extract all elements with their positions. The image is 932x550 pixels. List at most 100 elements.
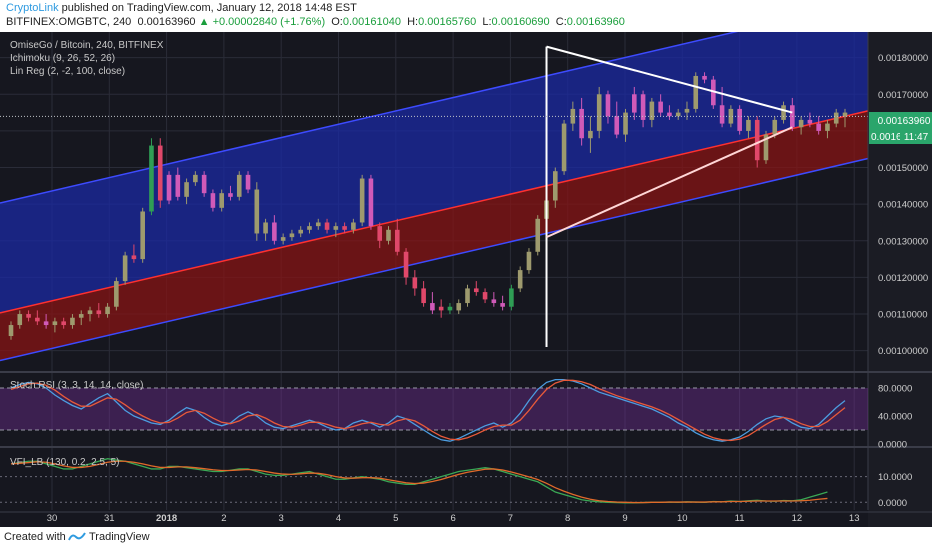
candle-body	[236, 174, 242, 197]
candle-body	[473, 288, 479, 293]
candle-body	[675, 112, 681, 117]
mid-channel-line	[0, 110, 869, 314]
candle-body	[807, 119, 813, 124]
stoch-band	[0, 388, 868, 430]
drawings	[0, 45, 868, 348]
candle-body	[359, 178, 365, 223]
candle-body	[816, 123, 821, 131]
last-price: 0.00163960	[137, 16, 196, 28]
ohlc-h-label: H:	[407, 16, 419, 28]
author-name[interactable]: CryptoLink	[6, 2, 59, 14]
candle-body	[535, 218, 541, 252]
candle-body	[465, 288, 470, 304]
candle-body	[17, 314, 23, 326]
x-tick-label: 31	[104, 513, 115, 524]
y-tick-label: 0.00150000	[878, 163, 928, 174]
lower-trendline	[546, 126, 793, 239]
x-tick-label: 11	[735, 513, 745, 524]
x-tick-label: 12	[792, 513, 803, 524]
candle-body	[315, 222, 321, 227]
ohlc-o-value: 0.00161040	[342, 16, 401, 28]
x-tick-label: 8	[565, 513, 570, 524]
upper-channel-line	[0, 32, 739, 204]
candle-body	[702, 75, 707, 80]
candle-body	[491, 299, 497, 304]
legend-linreg[interactable]: Lin Reg (2, -2, 100, close)	[10, 66, 125, 77]
candle-body	[711, 79, 716, 106]
vfi-y-tick: 0.0000	[878, 498, 907, 509]
x-tick-label: 2018	[156, 513, 177, 524]
candle-body	[798, 119, 804, 128]
candle-body	[403, 251, 409, 278]
indicators: 0.0000 40.0000 80.0000 0.0000 10.0000	[0, 378, 912, 509]
y-tick-label: 0.00120000	[878, 273, 928, 284]
x-tick-label: 2	[221, 513, 226, 524]
candle-body	[43, 321, 49, 326]
upper-trendline	[546, 45, 793, 114]
x-tick-label: 13	[849, 513, 860, 524]
candle-body	[500, 303, 505, 307]
tradingview-logo-icon[interactable]	[68, 531, 86, 545]
candle-body	[579, 108, 584, 139]
candle-body	[509, 288, 514, 307]
candle-body	[561, 123, 567, 172]
candle-body	[140, 211, 145, 260]
candle-body	[377, 226, 383, 241]
candles	[8, 72, 848, 340]
footer-created-with: Created with	[4, 531, 66, 543]
vfi-signal-line	[10, 460, 828, 504]
candle-body	[763, 134, 769, 161]
stoch-k-line	[10, 378, 846, 442]
candle-body	[430, 303, 435, 311]
candle-body	[552, 171, 558, 201]
x-tick-label: 3	[279, 513, 284, 524]
candle-body	[570, 108, 576, 124]
candle-body	[245, 174, 251, 190]
stoch-y-tick: 0.0000	[878, 440, 907, 451]
candle-body	[825, 123, 830, 131]
candle-body	[219, 193, 224, 208]
candle-body	[438, 306, 444, 311]
candle-body	[157, 145, 163, 201]
candle-body	[149, 145, 154, 212]
ohlc-l-value: 0.00160690	[491, 16, 550, 28]
y-tick-label: 0.00170000	[878, 90, 928, 101]
published-text: published on TradingView.com, January 12…	[61, 2, 357, 14]
candle-body	[166, 174, 172, 201]
candle-body	[8, 325, 14, 337]
y-tick-label: 0.00110000	[878, 310, 928, 321]
vfi-y-tick: 10.0000	[878, 472, 912, 483]
timer-text: 11:47	[904, 132, 929, 143]
candle-body	[210, 193, 216, 208]
y-tick-label: 0.00130000	[878, 236, 928, 247]
candle-body	[263, 222, 268, 234]
legend-ichimoku[interactable]: Ichimoku (9, 26, 52, 26)	[10, 53, 115, 64]
candle-body	[193, 174, 198, 183]
ohlc-o-label: O:	[331, 16, 343, 28]
candle-body	[693, 75, 699, 109]
x-tick-label: 5	[393, 513, 398, 524]
legend-vfi[interactable]: VFI_LB (130, 0.2, 2.5, 5)	[10, 457, 120, 468]
legend-stoch-rsi[interactable]: Stoch RSI (3, 3, 14, 14, close)	[10, 380, 143, 391]
candle-body	[324, 222, 330, 230]
symbol-text: BITFINEX:OMGBTC, 240	[6, 16, 132, 28]
candle-body	[526, 251, 532, 271]
symbol-line: BITFINEX:OMGBTC, 240 0.00163960 ▲ +0.000…	[6, 16, 625, 28]
candle-body	[70, 317, 75, 326]
x-tick-label: 9	[622, 513, 627, 524]
candle-body	[307, 226, 312, 230]
stoch-y-tick: 40.0000	[878, 412, 912, 423]
candle-body	[781, 105, 786, 120]
candle-body	[737, 108, 742, 131]
x-tick-label: 4	[336, 513, 341, 524]
footer-brand[interactable]: TradingView	[89, 531, 150, 543]
x-tick-label: 30	[47, 513, 58, 524]
candle-body	[632, 94, 637, 113]
candle-body	[719, 105, 725, 124]
candle-body	[386, 229, 391, 241]
candle-body	[772, 119, 778, 135]
chart-canvas[interactable]: 0.00100000 0.00110000 0.00120000 0.00130000…	[0, 32, 932, 527]
x-tick-label: 10	[677, 513, 688, 524]
ohlc-c-value: 0.00163960	[566, 16, 625, 28]
candle-body	[35, 317, 40, 322]
